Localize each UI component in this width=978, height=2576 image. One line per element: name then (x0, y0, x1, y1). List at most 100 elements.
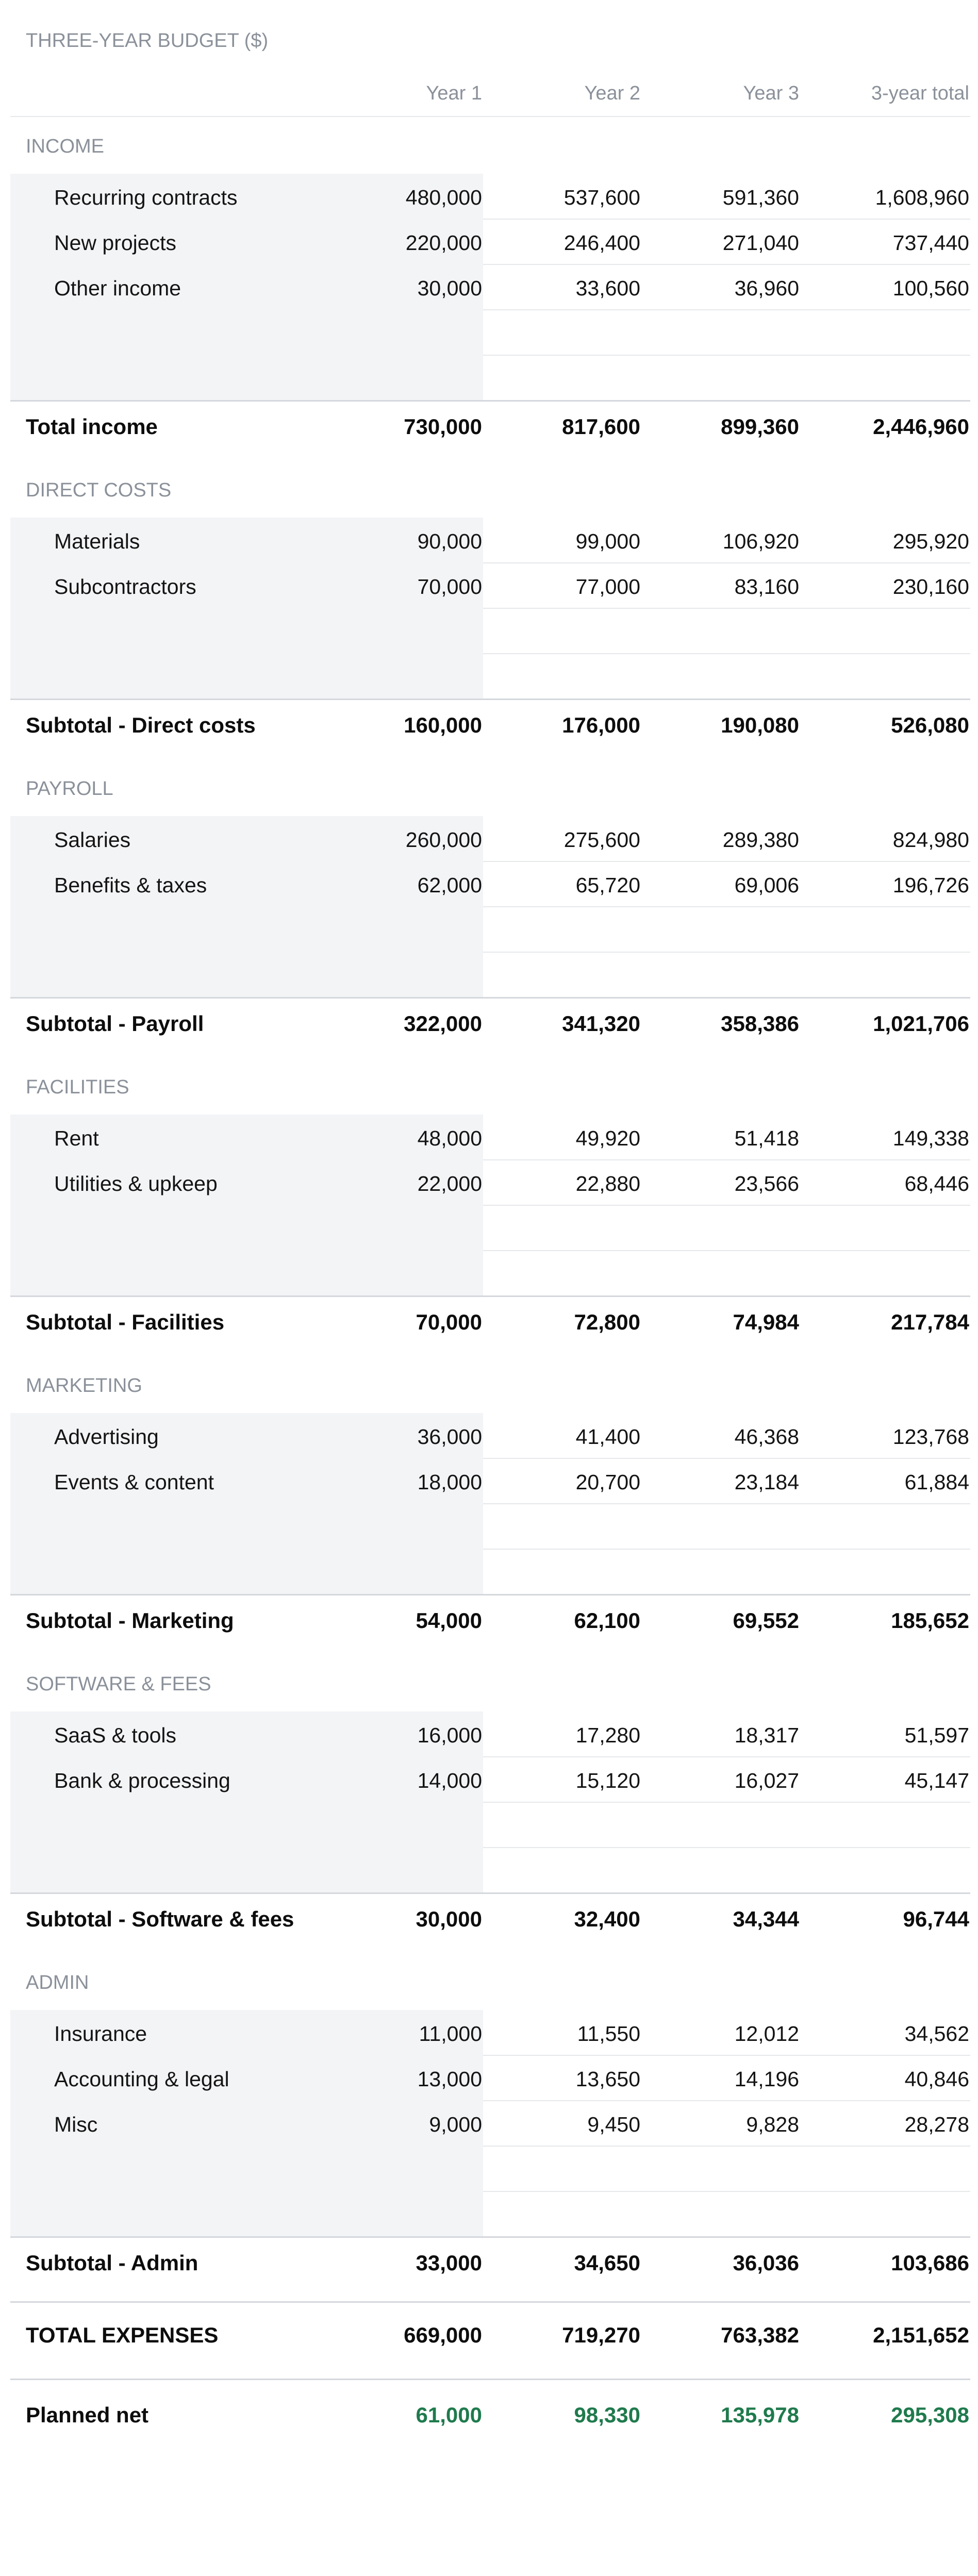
line-item-label: New projects (54, 231, 176, 255)
header-divider (10, 116, 970, 117)
line-item-admin-2-col-3[interactable]: 14,196 (734, 2067, 799, 2091)
line-item-facilities-2-col-3[interactable]: 23,566 (734, 1172, 799, 1195)
subtotal-software-fees-col-3: 34,344 (733, 1907, 799, 1931)
line-item-income-1-col-2[interactable]: 537,600 (563, 186, 640, 209)
line-item-admin-1-col-4[interactable]: 34,562 (904, 2022, 969, 2046)
row-divider (483, 906, 970, 907)
line-item-admin-1-col-3[interactable]: 12,012 (734, 2022, 799, 2046)
subtotal-payroll-col-1: 322,000 (404, 1011, 482, 1036)
line-item-direct-costs-2-col-4[interactable]: 230,160 (892, 575, 969, 599)
row-divider (483, 1205, 970, 1206)
line-item-label: Utilities & upkeep (54, 1172, 218, 1195)
input-area-admin (10, 2010, 483, 2237)
line-item-software-fees-2-col-3[interactable]: 16,027 (734, 1769, 799, 1792)
line-item-direct-costs-1-col-4[interactable]: 295,920 (892, 529, 969, 553)
line-item-software-fees-1-col-4[interactable]: 51,597 (904, 1723, 969, 1747)
line-item-admin-3-col-4[interactable]: 28,278 (904, 2113, 969, 2136)
input-area-facilities (10, 1115, 483, 1296)
line-item-payroll-2-col-4[interactable]: 196,726 (892, 873, 969, 897)
line-item-payroll-1-col-1[interactable]: 260,000 (405, 828, 482, 852)
row-divider (483, 2100, 970, 2101)
line-item-direct-costs-2-col-3[interactable]: 83,160 (734, 575, 799, 599)
line-item-facilities-2-col-2[interactable]: 22,880 (575, 1172, 640, 1195)
blank-row-divider (483, 1847, 970, 1848)
section-header-software-fees: SOFTWARE & FEES (26, 1673, 211, 1695)
planned-net-col-3: 135,978 (721, 2403, 799, 2427)
line-item-facilities-1-col-2[interactable]: 49,920 (575, 1126, 640, 1150)
subtotal-marketing-col-4: 185,652 (891, 1608, 969, 1633)
row-divider (483, 2055, 970, 2056)
line-item-income-3-col-4[interactable]: 100,560 (892, 276, 969, 300)
section-header-direct-costs: DIRECT COSTS (26, 479, 172, 501)
line-item-payroll-1-col-3[interactable]: 289,380 (722, 828, 799, 852)
line-item-marketing-1-col-4[interactable]: 123,768 (892, 1425, 969, 1449)
line-item-marketing-2-col-3[interactable]: 23,184 (734, 1470, 799, 1494)
line-item-marketing-2-col-2[interactable]: 20,700 (575, 1470, 640, 1494)
line-item-direct-costs-2-col-1[interactable]: 70,000 (417, 575, 482, 599)
line-item-direct-costs-1-col-2[interactable]: 99,000 (575, 529, 640, 553)
line-item-facilities-1-col-1[interactable]: 48,000 (417, 1126, 482, 1150)
line-item-admin-2-col-4[interactable]: 40,846 (904, 2067, 969, 2091)
line-item-income-1-col-3[interactable]: 591,360 (722, 186, 799, 209)
row-divider (483, 608, 970, 609)
row-divider (483, 2146, 970, 2147)
line-item-facilities-2-col-1[interactable]: 22,000 (417, 1172, 482, 1195)
line-item-marketing-2-col-4[interactable]: 61,884 (904, 1470, 969, 1494)
line-item-payroll-2-col-1[interactable]: 62,000 (417, 873, 482, 897)
line-item-income-3-col-3[interactable]: 36,960 (734, 276, 799, 300)
input-area-marketing (10, 1413, 483, 1594)
line-item-software-fees-1-col-2[interactable]: 17,280 (575, 1723, 640, 1747)
row-divider (483, 219, 970, 220)
line-item-admin-3-col-1[interactable]: 9,000 (429, 2113, 482, 2136)
line-item-direct-costs-1-col-3[interactable]: 106,920 (722, 529, 799, 553)
line-item-marketing-1-col-3[interactable]: 46,368 (734, 1425, 799, 1449)
line-item-payroll-2-col-3[interactable]: 69,006 (734, 873, 799, 897)
line-item-income-2-col-3[interactable]: 271,040 (722, 231, 799, 255)
line-item-income-3-col-2[interactable]: 33,600 (575, 276, 640, 300)
line-item-direct-costs-2-col-2[interactable]: 77,000 (575, 575, 640, 599)
line-item-software-fees-1-col-1[interactable]: 16,000 (417, 1723, 482, 1747)
line-item-software-fees-1-col-3[interactable]: 18,317 (734, 1723, 799, 1747)
row-divider (483, 1159, 970, 1160)
line-item-direct-costs-1-col-1[interactable]: 90,000 (417, 529, 482, 553)
line-item-income-2-col-2[interactable]: 246,400 (563, 231, 640, 255)
line-item-software-fees-2-col-1[interactable]: 14,000 (417, 1769, 482, 1792)
total-expenses-col-2: 719,270 (562, 2323, 640, 2347)
line-item-facilities-1-col-3[interactable]: 51,418 (734, 1126, 799, 1150)
line-item-facilities-2-col-4[interactable]: 68,446 (904, 1172, 969, 1195)
line-item-payroll-1-col-4[interactable]: 824,980 (892, 828, 969, 852)
line-item-income-1-col-1[interactable]: 480,000 (405, 186, 482, 209)
subtotal-payroll-col-3: 358,386 (721, 1011, 799, 1036)
line-item-marketing-1-col-2[interactable]: 41,400 (575, 1425, 640, 1449)
line-item-admin-2-col-2[interactable]: 13,650 (575, 2067, 640, 2091)
subtotal-divider (10, 1295, 970, 1297)
line-item-income-2-col-1[interactable]: 220,000 (405, 231, 482, 255)
line-item-income-3-col-1[interactable]: 30,000 (417, 276, 482, 300)
line-item-admin-2-col-1[interactable]: 13,000 (417, 2067, 482, 2091)
line-item-income-1-col-4[interactable]: 1,608,960 (875, 186, 969, 209)
line-item-admin-3-col-3[interactable]: 9,828 (746, 2113, 799, 2136)
line-item-payroll-2-col-2[interactable]: 65,720 (575, 873, 640, 897)
subtotal-divider (10, 400, 970, 402)
section-header-admin: ADMIN (26, 1972, 89, 1993)
line-item-software-fees-2-col-4[interactable]: 45,147 (904, 1769, 969, 1792)
line-item-admin-1-col-1[interactable]: 11,000 (419, 2022, 482, 2046)
column-header-2: Year 2 (584, 82, 640, 104)
line-item-software-fees-2-col-2[interactable]: 15,120 (575, 1769, 640, 1792)
line-item-admin-3-col-2[interactable]: 9,450 (587, 2113, 640, 2136)
column-header-1: Year 1 (426, 82, 482, 104)
line-item-facilities-1-col-4[interactable]: 149,338 (892, 1126, 969, 1150)
line-item-marketing-1-col-1[interactable]: 36,000 (417, 1425, 482, 1449)
subtotal-income-col-1: 730,000 (404, 414, 482, 439)
subtotal-label-marketing: Subtotal - Marketing (26, 1608, 234, 1633)
line-item-label: Accounting & legal (54, 2067, 229, 2091)
line-item-income-2-col-4[interactable]: 737,440 (892, 231, 969, 255)
subtotal-direct-costs-col-3: 190,080 (721, 713, 799, 737)
subtotal-payroll-col-4: 1,021,706 (873, 1011, 969, 1036)
line-item-admin-1-col-2[interactable]: 11,550 (577, 2022, 640, 2046)
blank-row-divider (483, 2191, 970, 2192)
subtotal-admin-col-4: 103,686 (891, 2251, 969, 2275)
line-item-payroll-1-col-2[interactable]: 275,600 (563, 828, 640, 852)
line-item-marketing-2-col-1[interactable]: 18,000 (417, 1470, 482, 1494)
row-divider (483, 1802, 970, 1803)
